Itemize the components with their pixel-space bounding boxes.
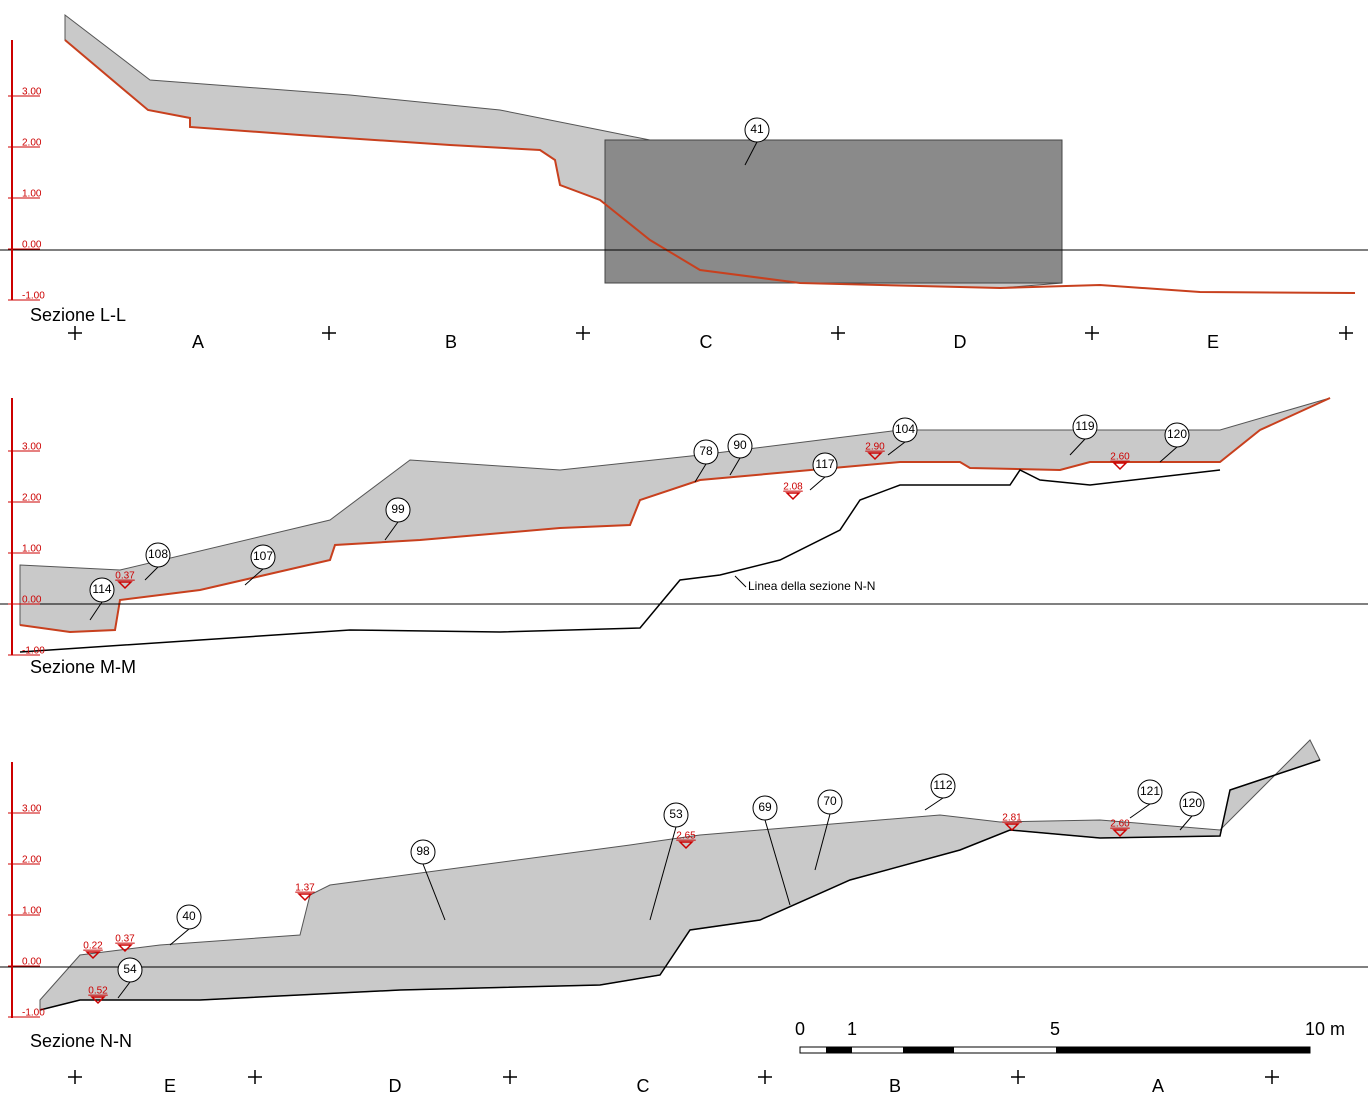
masonry bbox=[605, 140, 1062, 283]
callout-label: 120 bbox=[1182, 796, 1202, 810]
scale-label: 3.00 bbox=[22, 87, 42, 98]
bar-part bbox=[826, 1047, 852, 1053]
grid-cross bbox=[576, 326, 590, 340]
scale-bar-label: 0 bbox=[795, 1019, 805, 1039]
callout-label: 121 bbox=[1140, 784, 1160, 798]
scale-label: 1.00 bbox=[22, 906, 42, 917]
note: Linea della sezione N-N bbox=[748, 579, 875, 593]
callout-label: 99 bbox=[391, 502, 405, 516]
scale-label: 3.00 bbox=[22, 442, 42, 453]
section-title: Sezione L-L bbox=[30, 305, 126, 325]
grid-letter: A bbox=[1152, 1076, 1164, 1095]
leader bbox=[1130, 804, 1150, 818]
callout-label: 41 bbox=[750, 122, 764, 136]
grid-cross bbox=[503, 1070, 517, 1084]
scale-label: -1.00 bbox=[22, 646, 45, 657]
grid-cross bbox=[1265, 1070, 1279, 1084]
bar-part bbox=[903, 1047, 954, 1053]
elevation-marker bbox=[787, 493, 799, 499]
leader bbox=[735, 576, 746, 587]
grid-cross bbox=[1339, 326, 1353, 340]
elevation-marker bbox=[1114, 463, 1126, 469]
grid-cross bbox=[68, 326, 82, 340]
callout-label: 98 bbox=[416, 844, 430, 858]
callout-label: 70 bbox=[823, 794, 837, 808]
callout-label: 104 bbox=[895, 422, 915, 436]
elevation-label: 2.81 bbox=[1002, 813, 1022, 824]
scale-label: -1.00 bbox=[22, 1008, 45, 1019]
callout-label: 53 bbox=[669, 807, 683, 821]
elevation-label: 0.22 bbox=[83, 941, 103, 952]
section-mm-cloud bbox=[20, 398, 1330, 632]
grid-cross bbox=[248, 1070, 262, 1084]
grid-cross bbox=[68, 1070, 82, 1084]
scale-label: 1.00 bbox=[22, 189, 42, 200]
grid-cross bbox=[1011, 1070, 1025, 1084]
callout-label: 112 bbox=[933, 778, 952, 792]
grid-cross bbox=[758, 1070, 772, 1084]
grid-letter: E bbox=[164, 1076, 176, 1095]
callout-label: 114 bbox=[92, 582, 111, 596]
section-nn-cloud bbox=[40, 740, 1320, 1010]
leader bbox=[810, 477, 825, 490]
grid-letter: C bbox=[700, 332, 713, 352]
scale-bar-label: 1 bbox=[847, 1019, 857, 1039]
elevation-label: 2.08 bbox=[783, 482, 803, 493]
grid-letter: B bbox=[889, 1076, 901, 1095]
leader bbox=[925, 798, 943, 810]
grid-letter: D bbox=[954, 332, 967, 352]
scale-label: 2.00 bbox=[22, 855, 42, 866]
scale-label: 2.00 bbox=[22, 138, 42, 149]
elevation-label: 2.60 bbox=[1110, 452, 1130, 463]
callout-label: 108 bbox=[148, 547, 168, 561]
grid-cross bbox=[1085, 326, 1099, 340]
scale-label: 3.00 bbox=[22, 804, 42, 815]
grid-letter: C bbox=[637, 1076, 650, 1095]
scale-label: 0.00 bbox=[22, 240, 42, 251]
elevation-label: 2.65 bbox=[676, 831, 696, 842]
callout-label: 78 bbox=[699, 444, 713, 458]
callout-label: 117 bbox=[815, 457, 834, 471]
elevation-label: 0.52 bbox=[88, 986, 108, 997]
callout-label: 120 bbox=[1167, 427, 1187, 441]
scale-label: 2.00 bbox=[22, 493, 42, 504]
callout-label: 40 bbox=[182, 909, 196, 923]
bar-part bbox=[1056, 1047, 1310, 1053]
callout-label: 90 bbox=[733, 438, 747, 452]
scale-label: 1.00 bbox=[22, 544, 42, 555]
scale-bar bbox=[800, 1047, 1310, 1053]
leader bbox=[170, 929, 189, 945]
section-title: Sezione M-M bbox=[30, 657, 136, 677]
callout-label: 54 bbox=[123, 962, 137, 976]
elevation-label: 0.37 bbox=[115, 934, 135, 945]
section-title: Sezione N-N bbox=[30, 1031, 132, 1051]
drawing: 3.00 2.00 1.00 0.00 -1.00 Sezione L-L 41 A B C D E 3… bbox=[0, 0, 1368, 1095]
scale-label: 0.00 bbox=[22, 595, 42, 606]
grid-cross bbox=[831, 326, 845, 340]
callout-label: 107 bbox=[253, 549, 273, 563]
grid-letter: D bbox=[389, 1076, 402, 1095]
grid-letter: B bbox=[445, 332, 457, 352]
callout-label: 69 bbox=[758, 800, 772, 814]
scale-bar-label: 5 bbox=[1050, 1019, 1060, 1039]
callout-label: 119 bbox=[1075, 419, 1094, 433]
profiles bbox=[0, 15, 1368, 1010]
scale-label: 0.00 bbox=[22, 957, 42, 968]
elevation-label: 2.90 bbox=[865, 442, 885, 453]
scale-bar-label: 10 m bbox=[1305, 1019, 1345, 1039]
scale-label: -1.00 bbox=[22, 291, 45, 302]
elevation-label: 0.37 bbox=[115, 571, 135, 582]
grid-letter: E bbox=[1207, 332, 1219, 352]
grid-letter: A bbox=[192, 332, 204, 352]
grid-cross bbox=[322, 326, 336, 340]
elevation-label: 2.60 bbox=[1110, 819, 1130, 830]
elevation-label: 1.37 bbox=[295, 883, 315, 894]
